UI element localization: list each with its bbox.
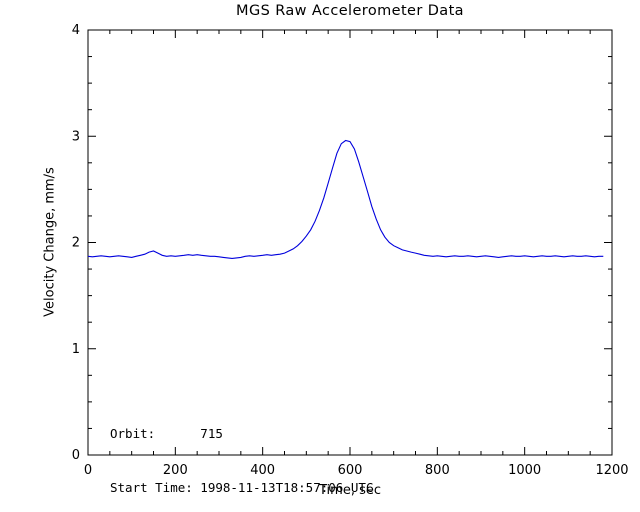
y-tick-label: 0 <box>72 448 80 463</box>
x-tick-label: 600 <box>338 463 363 478</box>
annotation-orbit: Orbit: 715 <box>110 426 223 441</box>
y-tick-label: 3 <box>72 129 80 144</box>
x-tick-label: 200 <box>163 463 188 478</box>
y-tick-label: 2 <box>72 236 80 251</box>
x-tick-label: 0 <box>84 463 92 478</box>
annotation-block: Orbit: 715 Start Time: 1998-11-13T18:57:… <box>110 389 373 512</box>
x-tick-label: 400 <box>250 463 275 478</box>
x-axis-label: Time, sec <box>319 483 381 498</box>
x-tick-label: 800 <box>425 463 450 478</box>
annotation-start-time: Start Time: 1998-11-13T18:57:06 UTC <box>110 480 374 495</box>
x-tick-label: 1000 <box>508 463 541 478</box>
data-line <box>87 139 604 259</box>
y-axis-label: Velocity Change, mm/s <box>42 167 58 317</box>
y-tick-label: 1 <box>72 342 80 357</box>
y-tick-label: 4 <box>72 23 80 38</box>
x-tick-label: 1200 <box>595 463 628 478</box>
chart-title: MGS Raw Accelerometer Data <box>236 3 464 19</box>
